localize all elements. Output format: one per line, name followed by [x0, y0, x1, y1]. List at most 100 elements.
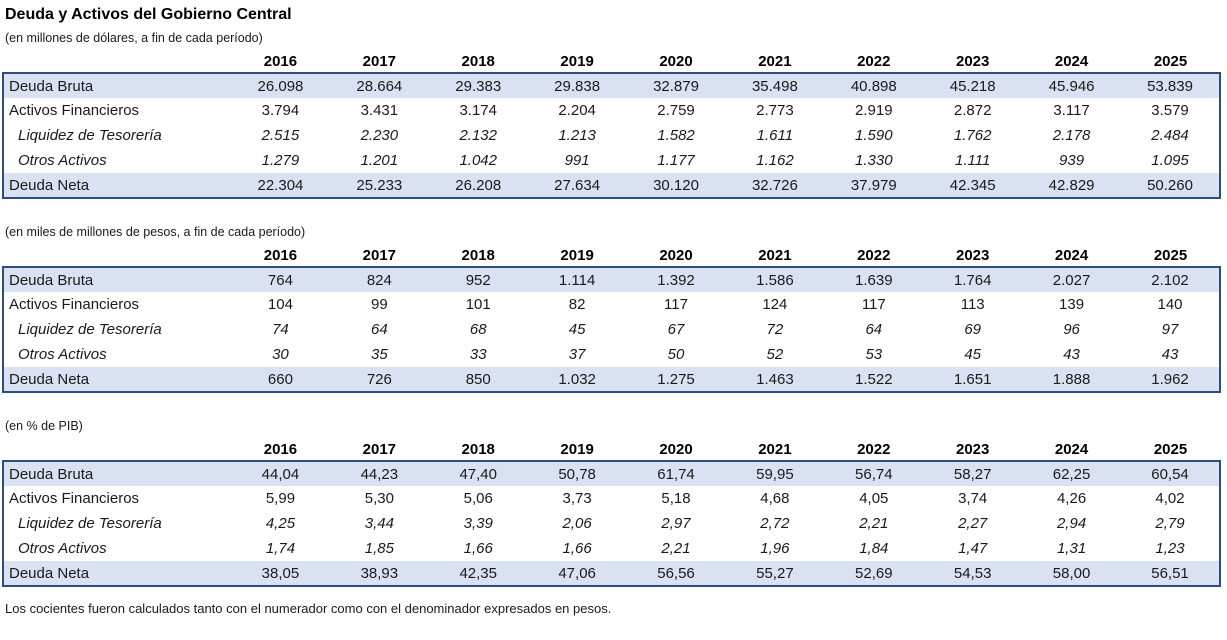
year-header-cell: 2020 [659, 247, 693, 264]
value-cell: 35 [370, 346, 388, 363]
value-cell: 3.117 [1053, 102, 1090, 119]
footnote: Los cocientes fueron calculados tanto co… [5, 601, 612, 616]
value-cell: 104 [267, 296, 293, 313]
value-cell: 74 [272, 321, 289, 338]
value-cell: 2.872 [953, 102, 992, 119]
value-cell: 3,74 [958, 490, 988, 507]
value-cell: 25.233 [356, 176, 403, 194]
year-header-cell: 2017 [362, 441, 397, 458]
value-cell: 69 [964, 321, 982, 338]
row-label-header [3, 243, 231, 267]
value-cell: 45 [568, 321, 586, 338]
value-cell: 2,97 [661, 515, 691, 532]
value-cell: 1.201 [360, 152, 399, 169]
value-cell: 991 [564, 152, 590, 169]
value-cell: 67 [667, 321, 685, 338]
value-cell: 1,23 [1155, 540, 1185, 557]
value-cell: 33 [469, 346, 487, 363]
value-cell: 1,74 [265, 540, 296, 557]
value-cell: 113 [960, 296, 985, 313]
value-cell: 2.102 [1151, 271, 1189, 289]
value-cell: 68 [469, 321, 487, 338]
value-cell: 58,00 [1052, 564, 1091, 582]
year-header-cell: 2018 [461, 53, 495, 70]
value-cell: 50,78 [558, 465, 596, 483]
value-cell: 1.111 [955, 152, 991, 169]
value-cell: 1.962 [1151, 370, 1189, 388]
value-cell: 44,04 [261, 465, 300, 483]
value-cell: 2.204 [558, 102, 596, 119]
value-cell: 1.586 [756, 271, 794, 289]
table-body: Deuda Bruta 44,04 44,23 47,40 50,78 61,74 59,9… [3, 461, 1220, 586]
row-label-cell: Activos Financieros [9, 102, 140, 119]
value-cell: 56,51 [1151, 564, 1189, 582]
value-cell: 139 [1059, 296, 1085, 313]
row-label-cell: Otros Activos [18, 346, 107, 363]
value-cell: 38,93 [360, 564, 399, 582]
tables-container: (en millones de dólares, a fin de cada p… [0, 31, 1227, 587]
value-cell: 56,56 [657, 564, 695, 582]
value-cell: 3,44 [364, 515, 394, 532]
value-cell: 45.946 [1048, 77, 1095, 95]
value-cell: 1.095 [1151, 152, 1189, 169]
table-row: Liquidez de Tesorería 74 64 68 45 67 72 64 69 96 9… [3, 317, 1220, 342]
value-cell: 2.027 [1052, 271, 1091, 289]
year-header-cell: 2021 [758, 53, 792, 70]
value-cell: 22.304 [257, 176, 304, 194]
value-cell: 99 [370, 296, 388, 313]
value-cell: 1,85 [364, 540, 394, 557]
value-cell: 2.919 [855, 102, 893, 119]
value-cell: 3.174 [459, 102, 497, 119]
value-cell: 850 [465, 370, 491, 388]
value-cell: 26.098 [257, 77, 304, 95]
value-cell: 42,35 [459, 564, 497, 582]
year-header-cell: 2025 [1153, 53, 1188, 70]
value-cell: 3.579 [1151, 102, 1189, 119]
table-subtitle: (en millones de dólares, a fin de cada p… [5, 31, 263, 45]
value-cell: 45 [964, 346, 982, 363]
year-header-cell: 2016 [263, 53, 298, 70]
value-cell: 60,54 [1151, 465, 1189, 483]
data-table: 2016 2017 2018 2019 2020 2021 2022 2023 2024 2025… [2, 243, 1221, 393]
row-label-cell: Otros Activos [18, 152, 107, 169]
value-cell: 1.032 [558, 370, 596, 388]
value-cell: 43 [1063, 346, 1080, 363]
value-cell: 1.611 [756, 127, 794, 144]
table-row: Otros Activos 1,74 1,85 1,66 1,66 2,21 1,96 1,8… [3, 536, 1220, 561]
value-cell: 2,21 [859, 515, 889, 532]
row-label-header [3, 437, 231, 461]
row-label-cell: Liquidez de Tesorería [18, 127, 162, 144]
year-header-cell: 2023 [955, 53, 990, 70]
data-table: 2016 2017 2018 2019 2020 2021 2022 2023 2024 2025… [2, 49, 1221, 199]
value-cell: 1.042 [459, 152, 497, 169]
value-cell: 32.726 [751, 176, 798, 194]
year-header-cell: 2016 [263, 247, 298, 264]
value-cell: 1.330 [855, 152, 893, 169]
year-header-row: 2016 2017 2018 2019 2020 2021 2022 2023 2024 2025 [3, 437, 1220, 461]
year-header-cell: 2021 [758, 441, 792, 458]
value-cell: 1.888 [1052, 370, 1091, 388]
year-header-cell: 2020 [659, 53, 693, 70]
row-label-header [3, 49, 231, 73]
value-cell: 35.498 [751, 77, 798, 95]
table-row: Activos Financieros 3.794 3.431 3.174 2.204 2… [3, 98, 1220, 123]
value-cell: 1,96 [760, 540, 790, 557]
year-header-cell: 2022 [857, 247, 891, 264]
value-cell: 40.898 [850, 77, 897, 95]
year-header-cell: 2022 [857, 53, 891, 70]
year-header-cell: 2020 [659, 441, 693, 458]
value-cell: 1.275 [657, 370, 695, 388]
value-cell: 4,02 [1155, 490, 1185, 507]
value-cell: 952 [465, 271, 491, 289]
value-cell: 824 [366, 271, 392, 289]
value-cell: 101 [465, 296, 491, 313]
value-cell: 53.839 [1147, 77, 1193, 95]
table-row: Deuda Bruta 44,04 44,23 47,40 50,78 61,74 59,9… [3, 461, 1220, 486]
value-cell: 37 [568, 346, 586, 363]
year-header-cell: 2019 [560, 247, 594, 264]
table-row: Deuda Bruta 764 824 952 1.114 1.392 1.586 1.639… [3, 267, 1220, 292]
value-cell: 2,27 [958, 515, 988, 532]
value-cell: 2.759 [657, 102, 695, 119]
value-cell: 1.463 [756, 370, 794, 388]
value-cell: 53 [865, 346, 883, 363]
